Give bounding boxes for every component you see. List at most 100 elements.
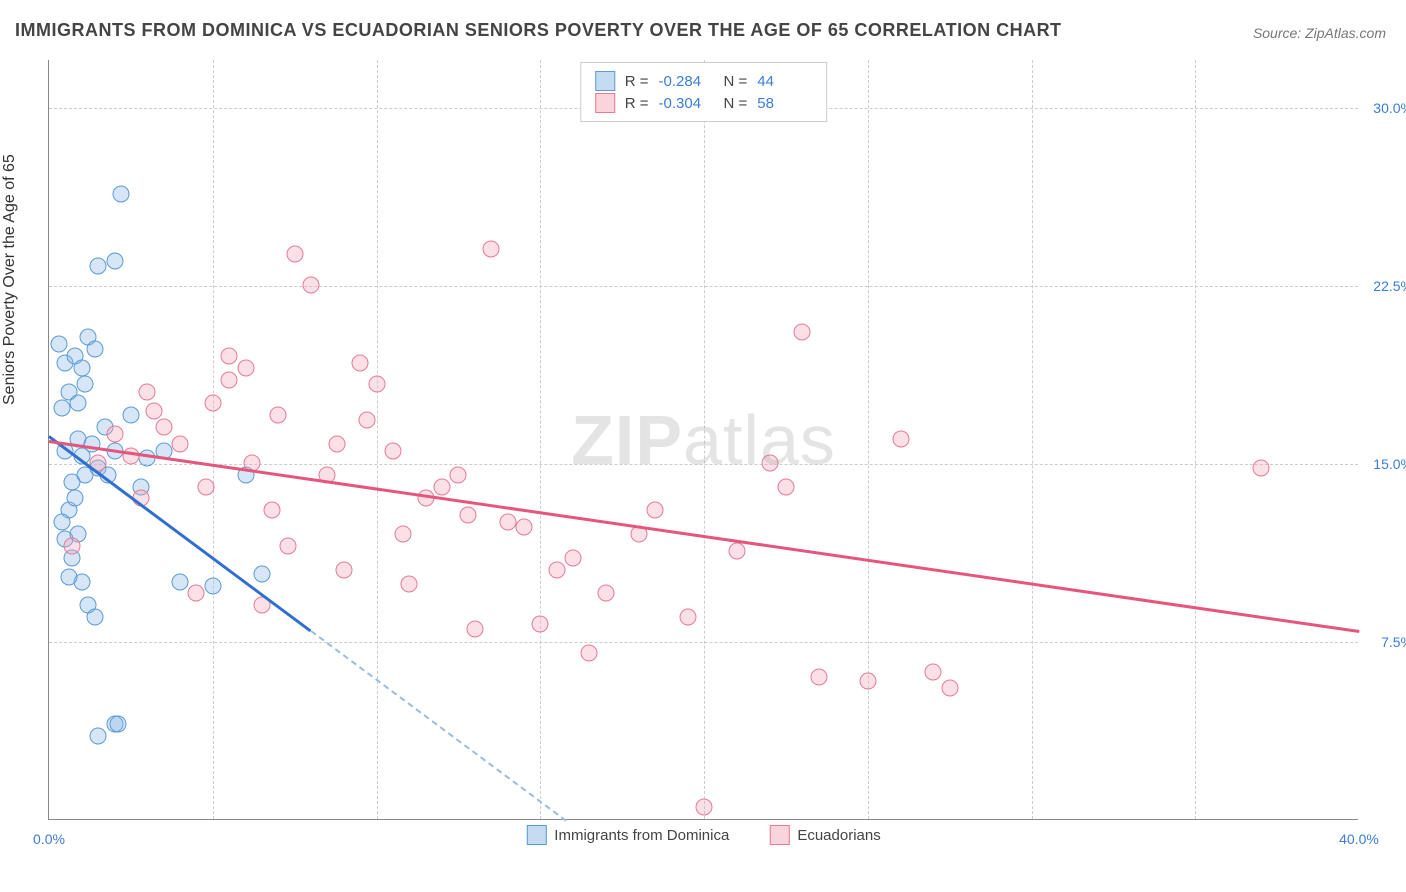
gridline-vertical	[1195, 60, 1196, 819]
data-point	[384, 442, 401, 459]
r-value-1: -0.284	[659, 73, 714, 90]
plot-area: ZIPatlas R = -0.284 N = 44 R = -0.304 N …	[48, 60, 1358, 820]
data-point	[696, 799, 713, 816]
gridline-vertical	[704, 60, 705, 819]
data-point	[777, 478, 794, 495]
data-point	[646, 502, 663, 519]
data-point	[499, 514, 516, 531]
data-point	[581, 644, 598, 661]
data-point	[77, 376, 94, 393]
data-point	[221, 371, 238, 388]
data-point	[54, 400, 71, 417]
legend-item-dominica: Immigrants from Dominica	[526, 825, 729, 845]
data-point	[204, 395, 221, 412]
data-point	[466, 621, 483, 638]
data-point	[450, 466, 467, 483]
data-point	[67, 490, 84, 507]
data-point	[280, 537, 297, 554]
y-axis-label: Seniors Poverty Over the Age of 65	[1, 154, 19, 405]
data-point	[892, 431, 909, 448]
data-point	[515, 518, 532, 535]
legend-label-1: Immigrants from Dominica	[554, 827, 729, 844]
data-point	[73, 359, 90, 376]
data-point	[60, 568, 77, 585]
y-tick-label: 30.0%	[1373, 100, 1406, 116]
data-point	[941, 680, 958, 697]
gridline-vertical	[377, 60, 378, 819]
data-point	[172, 573, 189, 590]
legend-label-2: Ecuadorians	[797, 827, 880, 844]
swatch-pink-icon	[769, 825, 789, 845]
data-point	[188, 585, 205, 602]
data-point	[597, 585, 614, 602]
data-point	[532, 616, 549, 633]
data-point	[394, 526, 411, 543]
data-point	[368, 376, 385, 393]
data-point	[63, 537, 80, 554]
data-point	[113, 186, 130, 203]
data-point	[794, 324, 811, 341]
source-label: Source:	[1253, 25, 1305, 41]
data-point	[90, 727, 107, 744]
data-point	[145, 402, 162, 419]
x-tick-label: 0.0%	[33, 831, 65, 847]
data-point	[50, 336, 67, 353]
legend-stats-row-1: R = -0.284 N = 44	[595, 71, 813, 91]
data-point	[565, 549, 582, 566]
gridline-vertical	[540, 60, 541, 819]
data-point	[172, 435, 189, 452]
data-point	[106, 426, 123, 443]
data-point	[352, 355, 369, 372]
chart-title: IMMIGRANTS FROM DOMINICA VS ECUADORIAN S…	[15, 20, 1062, 41]
data-point	[155, 419, 172, 436]
data-point	[122, 447, 139, 464]
watermark-light: atlas	[683, 401, 836, 479]
r-label-1: R =	[625, 73, 649, 90]
data-point	[761, 454, 778, 471]
data-point	[54, 514, 71, 531]
data-point	[286, 245, 303, 262]
data-point	[106, 252, 123, 269]
data-point	[237, 359, 254, 376]
data-point	[90, 257, 107, 274]
data-point	[139, 383, 156, 400]
n-label-1: N =	[724, 73, 748, 90]
data-point	[859, 673, 876, 690]
trendline	[310, 630, 567, 822]
data-point	[417, 490, 434, 507]
data-point	[335, 561, 352, 578]
data-point	[1252, 459, 1269, 476]
data-point	[401, 575, 418, 592]
y-tick-label: 22.5%	[1373, 278, 1406, 294]
data-point	[253, 566, 270, 583]
data-point	[109, 716, 126, 733]
x-tick-label: 40.0%	[1339, 831, 1379, 847]
y-tick-label: 15.0%	[1373, 456, 1406, 472]
data-point	[86, 609, 103, 626]
data-point	[329, 435, 346, 452]
data-point	[679, 609, 696, 626]
swatch-pink-icon	[595, 93, 615, 113]
swatch-blue-icon	[595, 71, 615, 91]
source-name: ZipAtlas.com	[1305, 25, 1386, 41]
r-value-2: -0.304	[659, 95, 714, 112]
data-point	[358, 412, 375, 429]
data-point	[810, 668, 827, 685]
data-point	[460, 507, 477, 524]
gridline-vertical	[213, 60, 214, 819]
swatch-blue-icon	[526, 825, 546, 845]
data-point	[548, 561, 565, 578]
data-point	[86, 340, 103, 357]
source-attribution: Source: ZipAtlas.com	[1253, 25, 1386, 41]
data-point	[263, 502, 280, 519]
n-value-2: 58	[757, 95, 812, 112]
data-point	[204, 578, 221, 595]
gridline-vertical	[868, 60, 869, 819]
chart-container: IMMIGRANTS FROM DOMINICA VS ECUADORIAN S…	[0, 0, 1406, 892]
y-tick-label: 7.5%	[1381, 634, 1406, 650]
data-point	[122, 407, 139, 424]
data-point	[434, 478, 451, 495]
gridline-vertical	[1032, 60, 1033, 819]
data-point	[198, 478, 215, 495]
data-point	[139, 450, 156, 467]
